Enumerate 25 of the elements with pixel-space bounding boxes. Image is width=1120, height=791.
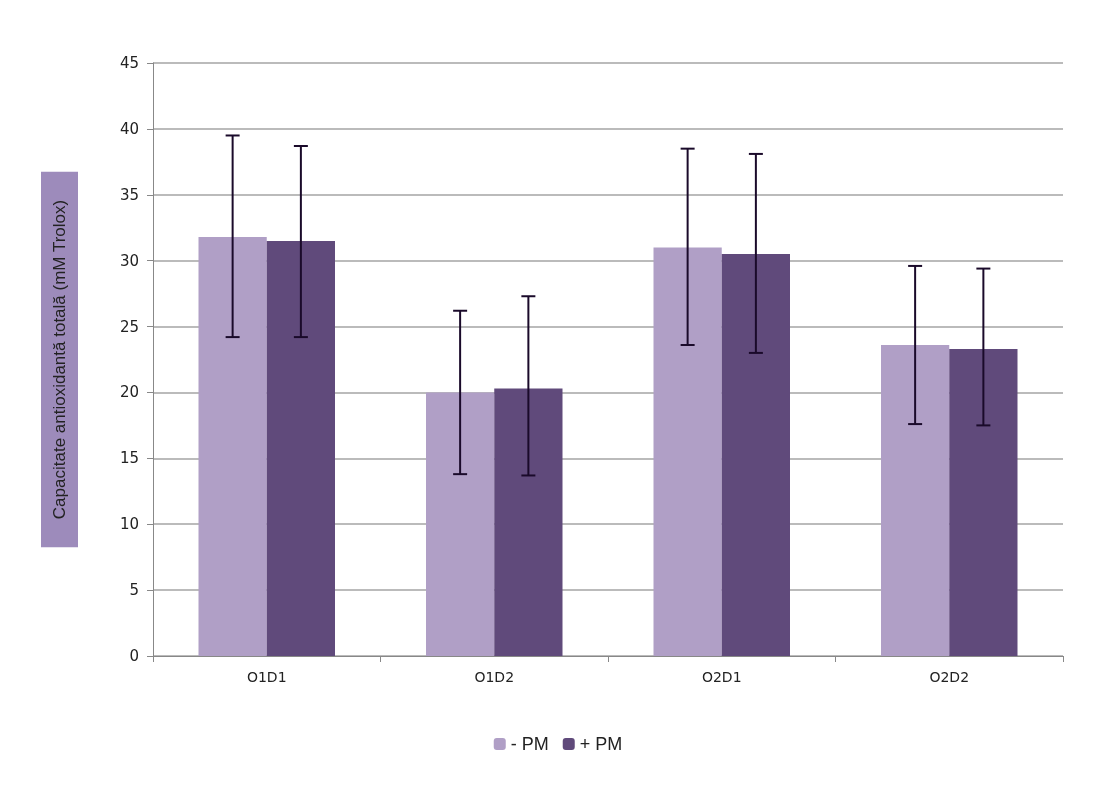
x-tick-label: O2D2 xyxy=(929,669,970,685)
y-tick-label: 10 xyxy=(119,515,139,534)
y-tick-label: 15 xyxy=(119,449,139,468)
y-tick-label: 5 xyxy=(129,581,139,600)
bar xyxy=(266,240,335,656)
bar xyxy=(721,254,790,656)
y-tick-label: 25 xyxy=(119,317,139,336)
x-tick-label: O1D2 xyxy=(474,669,515,685)
bar xyxy=(426,392,495,656)
y-tick-label: 45 xyxy=(119,54,139,72)
x-tick-label: O1D1 xyxy=(246,669,287,685)
bar xyxy=(653,247,722,656)
y-tick-label: 20 xyxy=(119,383,139,402)
bar xyxy=(881,345,950,656)
y-tick-label: 0 xyxy=(129,647,139,665)
x-tick-label: O2D1 xyxy=(701,669,742,685)
y-tick-label: 30 xyxy=(119,251,139,270)
y-axis-title: Capacitate antioxidantă totală (mM Trolox) xyxy=(50,199,69,520)
bar xyxy=(494,388,563,656)
bar xyxy=(949,348,1018,656)
bar xyxy=(198,236,267,656)
y-tick-label: 35 xyxy=(119,185,139,204)
legend-label: + PM xyxy=(579,734,623,754)
y-tick-label: 40 xyxy=(119,119,139,138)
legend-label: - PM xyxy=(510,734,549,754)
